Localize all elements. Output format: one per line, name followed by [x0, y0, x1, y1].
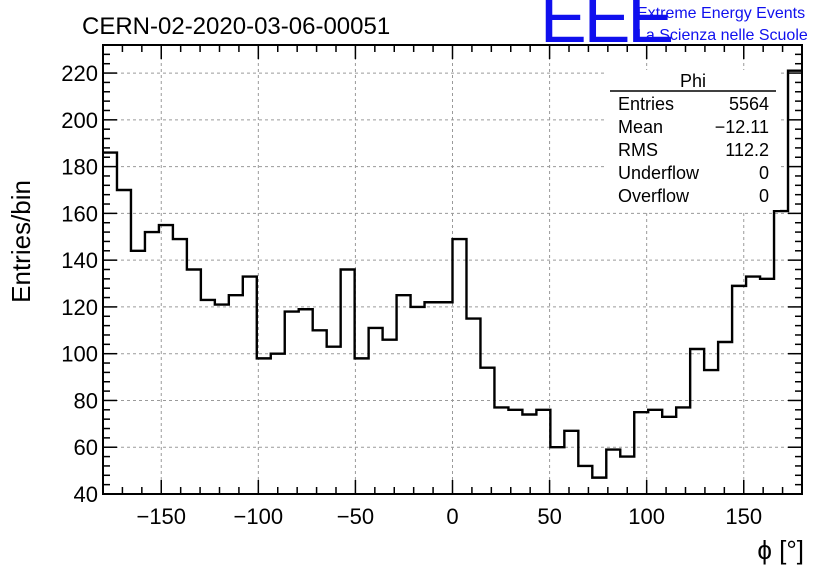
logo-subtitle-line2: La Scienza nelle Scuole: [637, 27, 808, 44]
stats-value: 5564: [729, 94, 769, 114]
eee-logo: EEE Extreme Energy Events La Scienza nel…: [540, 0, 808, 57]
x-tick-label: 150: [725, 504, 762, 529]
stats-label: Mean: [618, 117, 663, 137]
x-tick-label: −100: [234, 504, 284, 529]
y-tick-label: 160: [61, 201, 98, 226]
x-tick-label: −150: [136, 504, 186, 529]
x-tick-label: 0: [446, 504, 458, 529]
y-tick-label: 180: [61, 155, 98, 180]
x-tick-label: 100: [628, 504, 665, 529]
y-tick-label: 40: [74, 482, 98, 507]
x-axis-title: ϕ [°]: [757, 535, 804, 565]
y-tick-label: 220: [61, 61, 98, 86]
x-tick-label: 50: [537, 504, 561, 529]
y-tick-label: 120: [61, 295, 98, 320]
axis-ticks: [102, 44, 803, 495]
y-axis-title: Entries/bin: [6, 180, 36, 303]
stats-box-title: Phi: [680, 71, 706, 91]
stats-value: 112.2: [725, 140, 769, 160]
stats-value: −12.11: [715, 117, 769, 137]
x-tick-labels: −150 −100 −50 0 50 100 150: [136, 504, 762, 529]
x-tick-label: −50: [337, 504, 374, 529]
stats-label: RMS: [618, 140, 658, 160]
y-tick-label: 140: [61, 248, 98, 273]
stats-box: Phi Entries 5564 Mean −12.11 RMS 112.2 Underfl…: [606, 70, 780, 210]
y-tick-label: 100: [61, 342, 98, 367]
stats-rows: Entries 5564 Mean −12.11 RMS 112.2 Underflow 0 O…: [618, 94, 769, 206]
y-tick-label: 60: [74, 435, 98, 460]
stats-value: 0: [759, 186, 769, 206]
y-tick-label: 200: [61, 108, 98, 133]
grid-lines: [103, 45, 802, 494]
stats-label: Overflow: [618, 186, 690, 206]
stats-label: Entries: [618, 94, 674, 114]
logo-subtitle-line1: Extreme Energy Events: [637, 5, 805, 22]
y-tick-label: 80: [74, 388, 98, 413]
histogram-step-line: [103, 69, 802, 479]
stats-value: 0: [759, 163, 769, 183]
chart-title: CERN-02-2020-03-06-00051: [82, 13, 390, 40]
stats-box-background: [606, 70, 780, 210]
y-tick-labels: 40 60 80 100 120 140 160 180 200 220: [61, 61, 98, 507]
stats-label: Underflow: [618, 163, 700, 183]
